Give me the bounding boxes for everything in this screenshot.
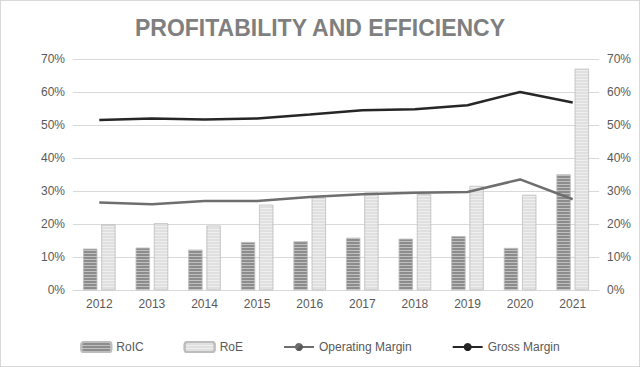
svg-text:0%: 0% <box>607 283 625 297</box>
svg-text:2016: 2016 <box>296 297 323 311</box>
svg-text:RoE: RoE <box>220 340 243 354</box>
svg-text:70%: 70% <box>41 52 65 66</box>
svg-text:RoIC: RoIC <box>116 340 144 354</box>
svg-text:2019: 2019 <box>454 297 481 311</box>
svg-text:10%: 10% <box>607 250 631 264</box>
svg-text:2015: 2015 <box>244 297 271 311</box>
svg-text:50%: 50% <box>41 118 65 132</box>
svg-text:60%: 60% <box>607 85 631 99</box>
svg-text:10%: 10% <box>41 250 65 264</box>
svg-text:2021: 2021 <box>559 297 586 311</box>
svg-text:50%: 50% <box>607 118 631 132</box>
svg-text:2018: 2018 <box>402 297 429 311</box>
svg-text:30%: 30% <box>41 184 65 198</box>
svg-text:20%: 20% <box>607 217 631 231</box>
svg-text:2020: 2020 <box>507 297 534 311</box>
svg-text:60%: 60% <box>41 85 65 99</box>
svg-text:70%: 70% <box>607 52 631 66</box>
svg-text:2012: 2012 <box>86 297 113 311</box>
svg-text:PROFITABILITY AND EFFICIENCY: PROFITABILITY AND EFFICIENCY <box>135 15 505 41</box>
svg-text:40%: 40% <box>41 151 65 165</box>
svg-text:0%: 0% <box>48 283 66 297</box>
svg-text:Gross Margin: Gross Margin <box>488 340 560 354</box>
svg-text:30%: 30% <box>607 184 631 198</box>
svg-text:2017: 2017 <box>349 297 376 311</box>
svg-text:Operating Margin: Operating Margin <box>319 340 412 354</box>
svg-text:20%: 20% <box>41 217 65 231</box>
svg-text:2014: 2014 <box>191 297 218 311</box>
svg-text:40%: 40% <box>607 151 631 165</box>
svg-text:2013: 2013 <box>139 297 166 311</box>
